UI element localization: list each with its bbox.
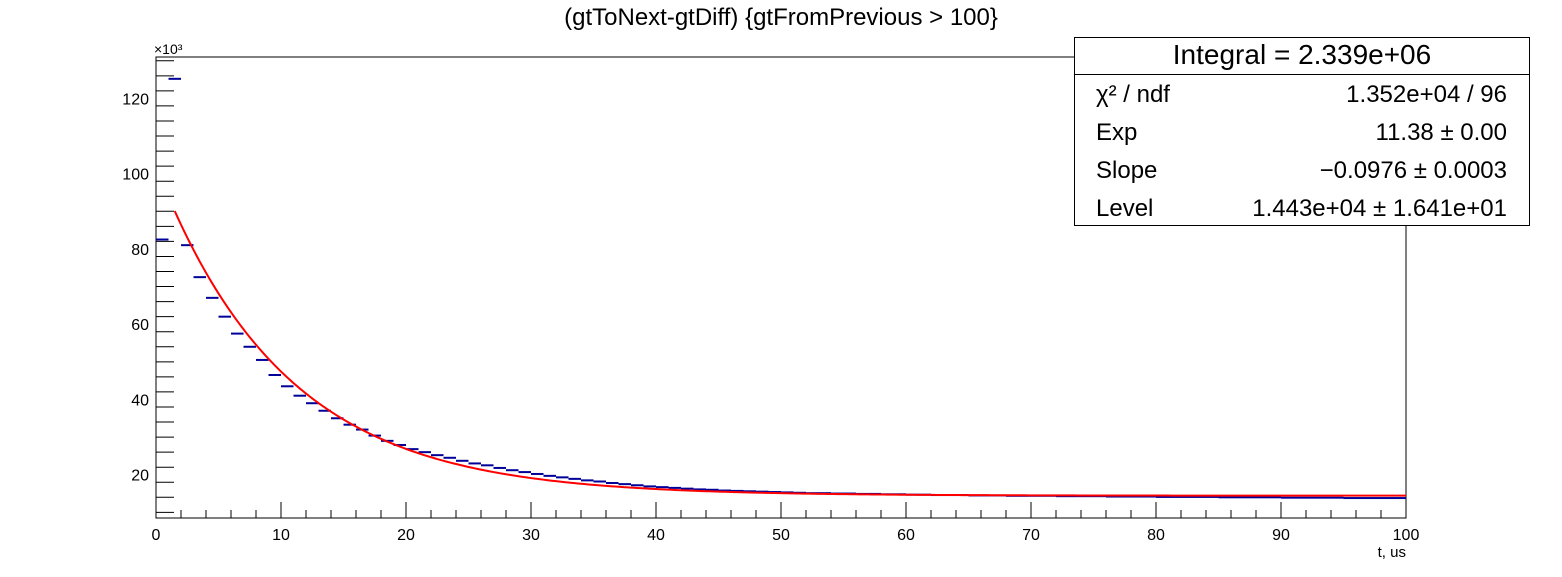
- stats-label: χ² / ndf: [1096, 81, 1170, 108]
- stats-integral: Integral = 2.339e+06: [1075, 38, 1529, 75]
- x-tick-label: 50: [772, 527, 790, 544]
- stats-value: 11.38 ± 0.00: [1375, 119, 1508, 146]
- y-tick-label: 80: [131, 242, 149, 259]
- x-tick-label: 70: [1022, 527, 1040, 544]
- stats-value: 1.352e+04 / 96: [1346, 81, 1507, 108]
- x-tick-label: 20: [397, 527, 415, 544]
- x-tick-label: 40: [647, 527, 665, 544]
- stats-row-slope: Slope −0.0976 ± 0.0003: [1075, 151, 1529, 189]
- y-tick-label: 40: [131, 392, 149, 409]
- stats-label: Level: [1096, 195, 1154, 222]
- x-tick-label: 10: [272, 527, 290, 544]
- y-multiplier-label: ×10³: [154, 41, 183, 57]
- stats-value: 1.443e+04 ± 1.641e+01: [1252, 195, 1507, 222]
- stats-box: Integral = 2.339e+06 χ² / ndf 1.352e+04 …: [1074, 37, 1530, 226]
- x-tick-label: 60: [897, 527, 915, 544]
- fit-curve: [173, 210, 1406, 497]
- stats-row-level: Level 1.443e+04 ± 1.641e+01: [1075, 189, 1529, 227]
- y-tick-label: 60: [131, 317, 149, 334]
- stats-value: −0.0976 ± 0.0003: [1319, 157, 1507, 184]
- x-tick-label: 100: [1393, 527, 1420, 544]
- x-axis-label: t, us: [1378, 544, 1406, 561]
- chart-title: (gtToNext-gtDiff) {gtFromPrevious > 100}: [564, 4, 998, 31]
- x-tick-label: 0: [152, 527, 161, 544]
- stats-label: Exp: [1096, 119, 1138, 146]
- y-tick-label: 100: [122, 167, 149, 184]
- stats-row-exp: Exp 11.38 ± 0.00: [1075, 113, 1529, 151]
- x-tick-label: 90: [1272, 527, 1290, 544]
- y-tick-label: 20: [131, 468, 149, 485]
- x-tick-label: 30: [522, 527, 540, 544]
- stats-row-chi2: χ² / ndf 1.352e+04 / 96: [1075, 75, 1529, 113]
- x-tick-label: 80: [1147, 527, 1165, 544]
- y-tick-label: 120: [122, 91, 149, 108]
- stats-label: Slope: [1096, 157, 1158, 184]
